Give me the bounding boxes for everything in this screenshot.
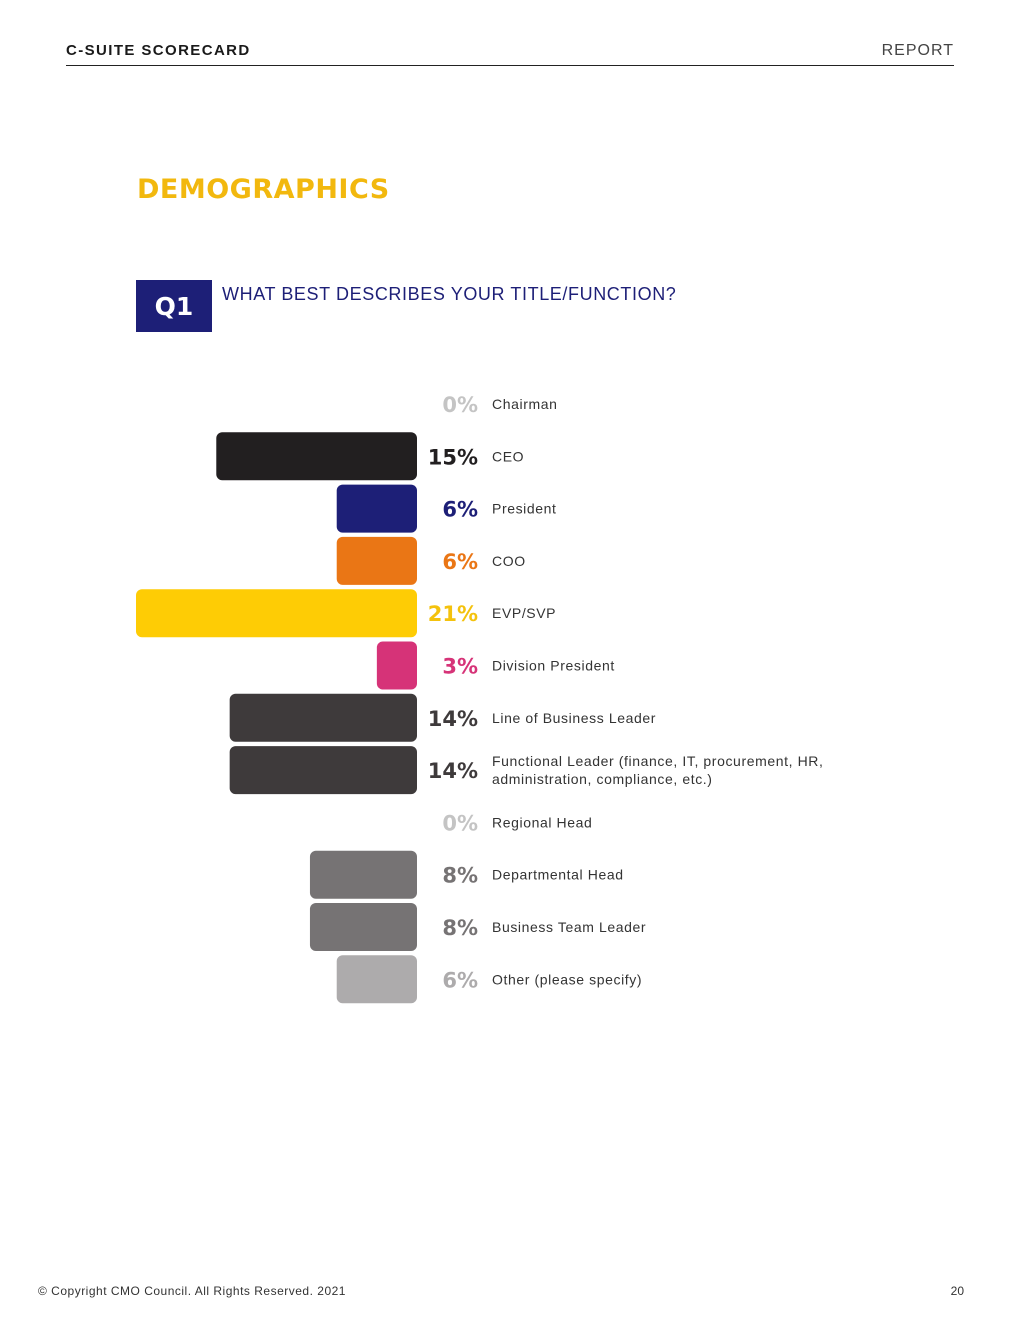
- value-label-0: 0%: [442, 393, 478, 417]
- category-label-9: Departmental Head: [492, 867, 624, 883]
- category-label-line: Other (please specify): [492, 971, 642, 987]
- header-divider: [66, 65, 954, 66]
- value-label-3: 6%: [442, 550, 478, 574]
- value-label-10: 8%: [442, 916, 478, 940]
- category-label-line: CEO: [492, 448, 524, 464]
- bar-6: [229, 693, 417, 742]
- value-label-6: 14%: [428, 707, 478, 731]
- category-label-line: Business Team Leader: [492, 919, 646, 935]
- value-label-9: 8%: [442, 864, 478, 888]
- bar-7: [229, 746, 417, 795]
- category-label-10: Business Team Leader: [492, 919, 646, 935]
- category-label-line: Chairman: [492, 396, 558, 412]
- category-label-line: EVP/SVP: [492, 605, 556, 621]
- bar-2: [336, 484, 417, 533]
- bar-10: [309, 903, 417, 951]
- category-label-line: Functional Leader (finance, IT, procurem…: [492, 753, 824, 769]
- category-label-6: Line of Business Leader: [492, 710, 656, 726]
- category-label-1: CEO: [492, 448, 524, 464]
- bar-11: [336, 955, 417, 1004]
- category-label-line: administration, compliance, etc.): [492, 771, 713, 787]
- bar-4: [136, 589, 417, 638]
- category-label-0: Chairman: [492, 396, 558, 412]
- value-label-5: 3%: [442, 655, 478, 679]
- bar-9: [309, 850, 417, 899]
- question-text: WHAT BEST DESCRIBES YOUR TITLE/FUNCTION?: [222, 284, 677, 304]
- category-label-5: Division President: [492, 658, 615, 674]
- category-label-7: Functional Leader (finance, IT, procurem…: [492, 753, 824, 787]
- category-label-line: COO: [492, 553, 526, 569]
- value-label-8: 0%: [442, 811, 478, 835]
- value-label-1: 15%: [428, 445, 478, 469]
- category-label-2: President: [492, 501, 557, 517]
- bar-5: [376, 641, 417, 690]
- category-label-line: Division President: [492, 658, 615, 674]
- category-label-3: COO: [492, 553, 526, 569]
- category-label-line: Regional Head: [492, 814, 592, 830]
- category-label-line: Departmental Head: [492, 867, 624, 883]
- category-label-4: EVP/SVP: [492, 605, 556, 621]
- report-title: C-SUITE SCORECARD: [66, 42, 251, 59]
- copyright-text: © Copyright CMO Council. All Rights Rese…: [38, 1284, 346, 1298]
- section-title: DEMOGRAPHICS: [137, 174, 390, 205]
- category-label-11: Other (please specify): [492, 971, 642, 987]
- question-badge: Q1: [136, 280, 212, 332]
- category-label-line: Line of Business Leader: [492, 710, 656, 726]
- category-label-8: Regional Head: [492, 814, 592, 830]
- bar-3: [336, 536, 417, 585]
- value-label-7: 14%: [428, 759, 478, 783]
- value-label-11: 6%: [442, 968, 478, 992]
- report-label: REPORT: [881, 42, 954, 59]
- category-label-line: President: [492, 501, 557, 517]
- page-number: 20: [950, 1284, 964, 1298]
- bar-1: [216, 432, 417, 481]
- value-label-4: 21%: [428, 602, 478, 626]
- value-label-2: 6%: [442, 498, 478, 522]
